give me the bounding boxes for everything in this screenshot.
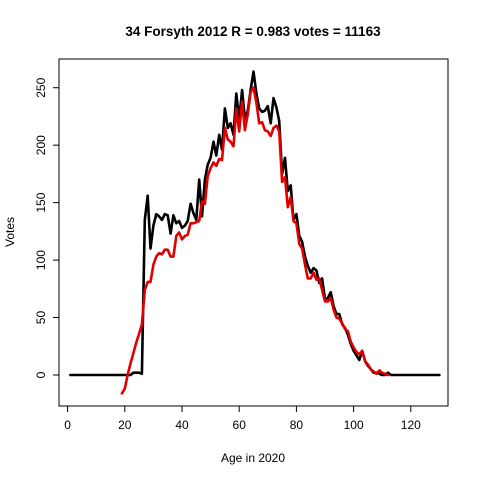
y-tick-label: 150 (34, 192, 48, 212)
x-tick-label: 100 (344, 418, 364, 432)
y-tick-label: 0 (34, 371, 48, 378)
x-tick-label: 80 (290, 418, 304, 432)
series-line-1 (69, 70, 441, 377)
y-tick-label: 100 (34, 250, 48, 270)
y-tick-label: 250 (34, 77, 48, 97)
y-tick-label: 50 (34, 311, 48, 325)
y-axis-label: Votes (3, 217, 17, 247)
x-tick-label: 60 (233, 418, 247, 432)
chart-title: 34 Forsyth 2012 R = 0.983 votes = 11163 (125, 24, 381, 39)
x-tick-label: 20 (118, 418, 132, 432)
series-line-2 (120, 86, 390, 395)
x-axis-label: Age in 2020 (221, 451, 285, 465)
plot-frame (58, 58, 449, 407)
y-tick-label: 200 (34, 135, 48, 155)
series-layer (69, 70, 441, 395)
x-axis: 0 20 40 60 80 100 120 (64, 405, 421, 432)
x-tick-label: 0 (64, 418, 71, 432)
x-tick-label: 40 (175, 418, 189, 432)
y-axis: 0 50 100 150 200 250 (34, 77, 60, 378)
x-tick-label: 120 (401, 418, 421, 432)
